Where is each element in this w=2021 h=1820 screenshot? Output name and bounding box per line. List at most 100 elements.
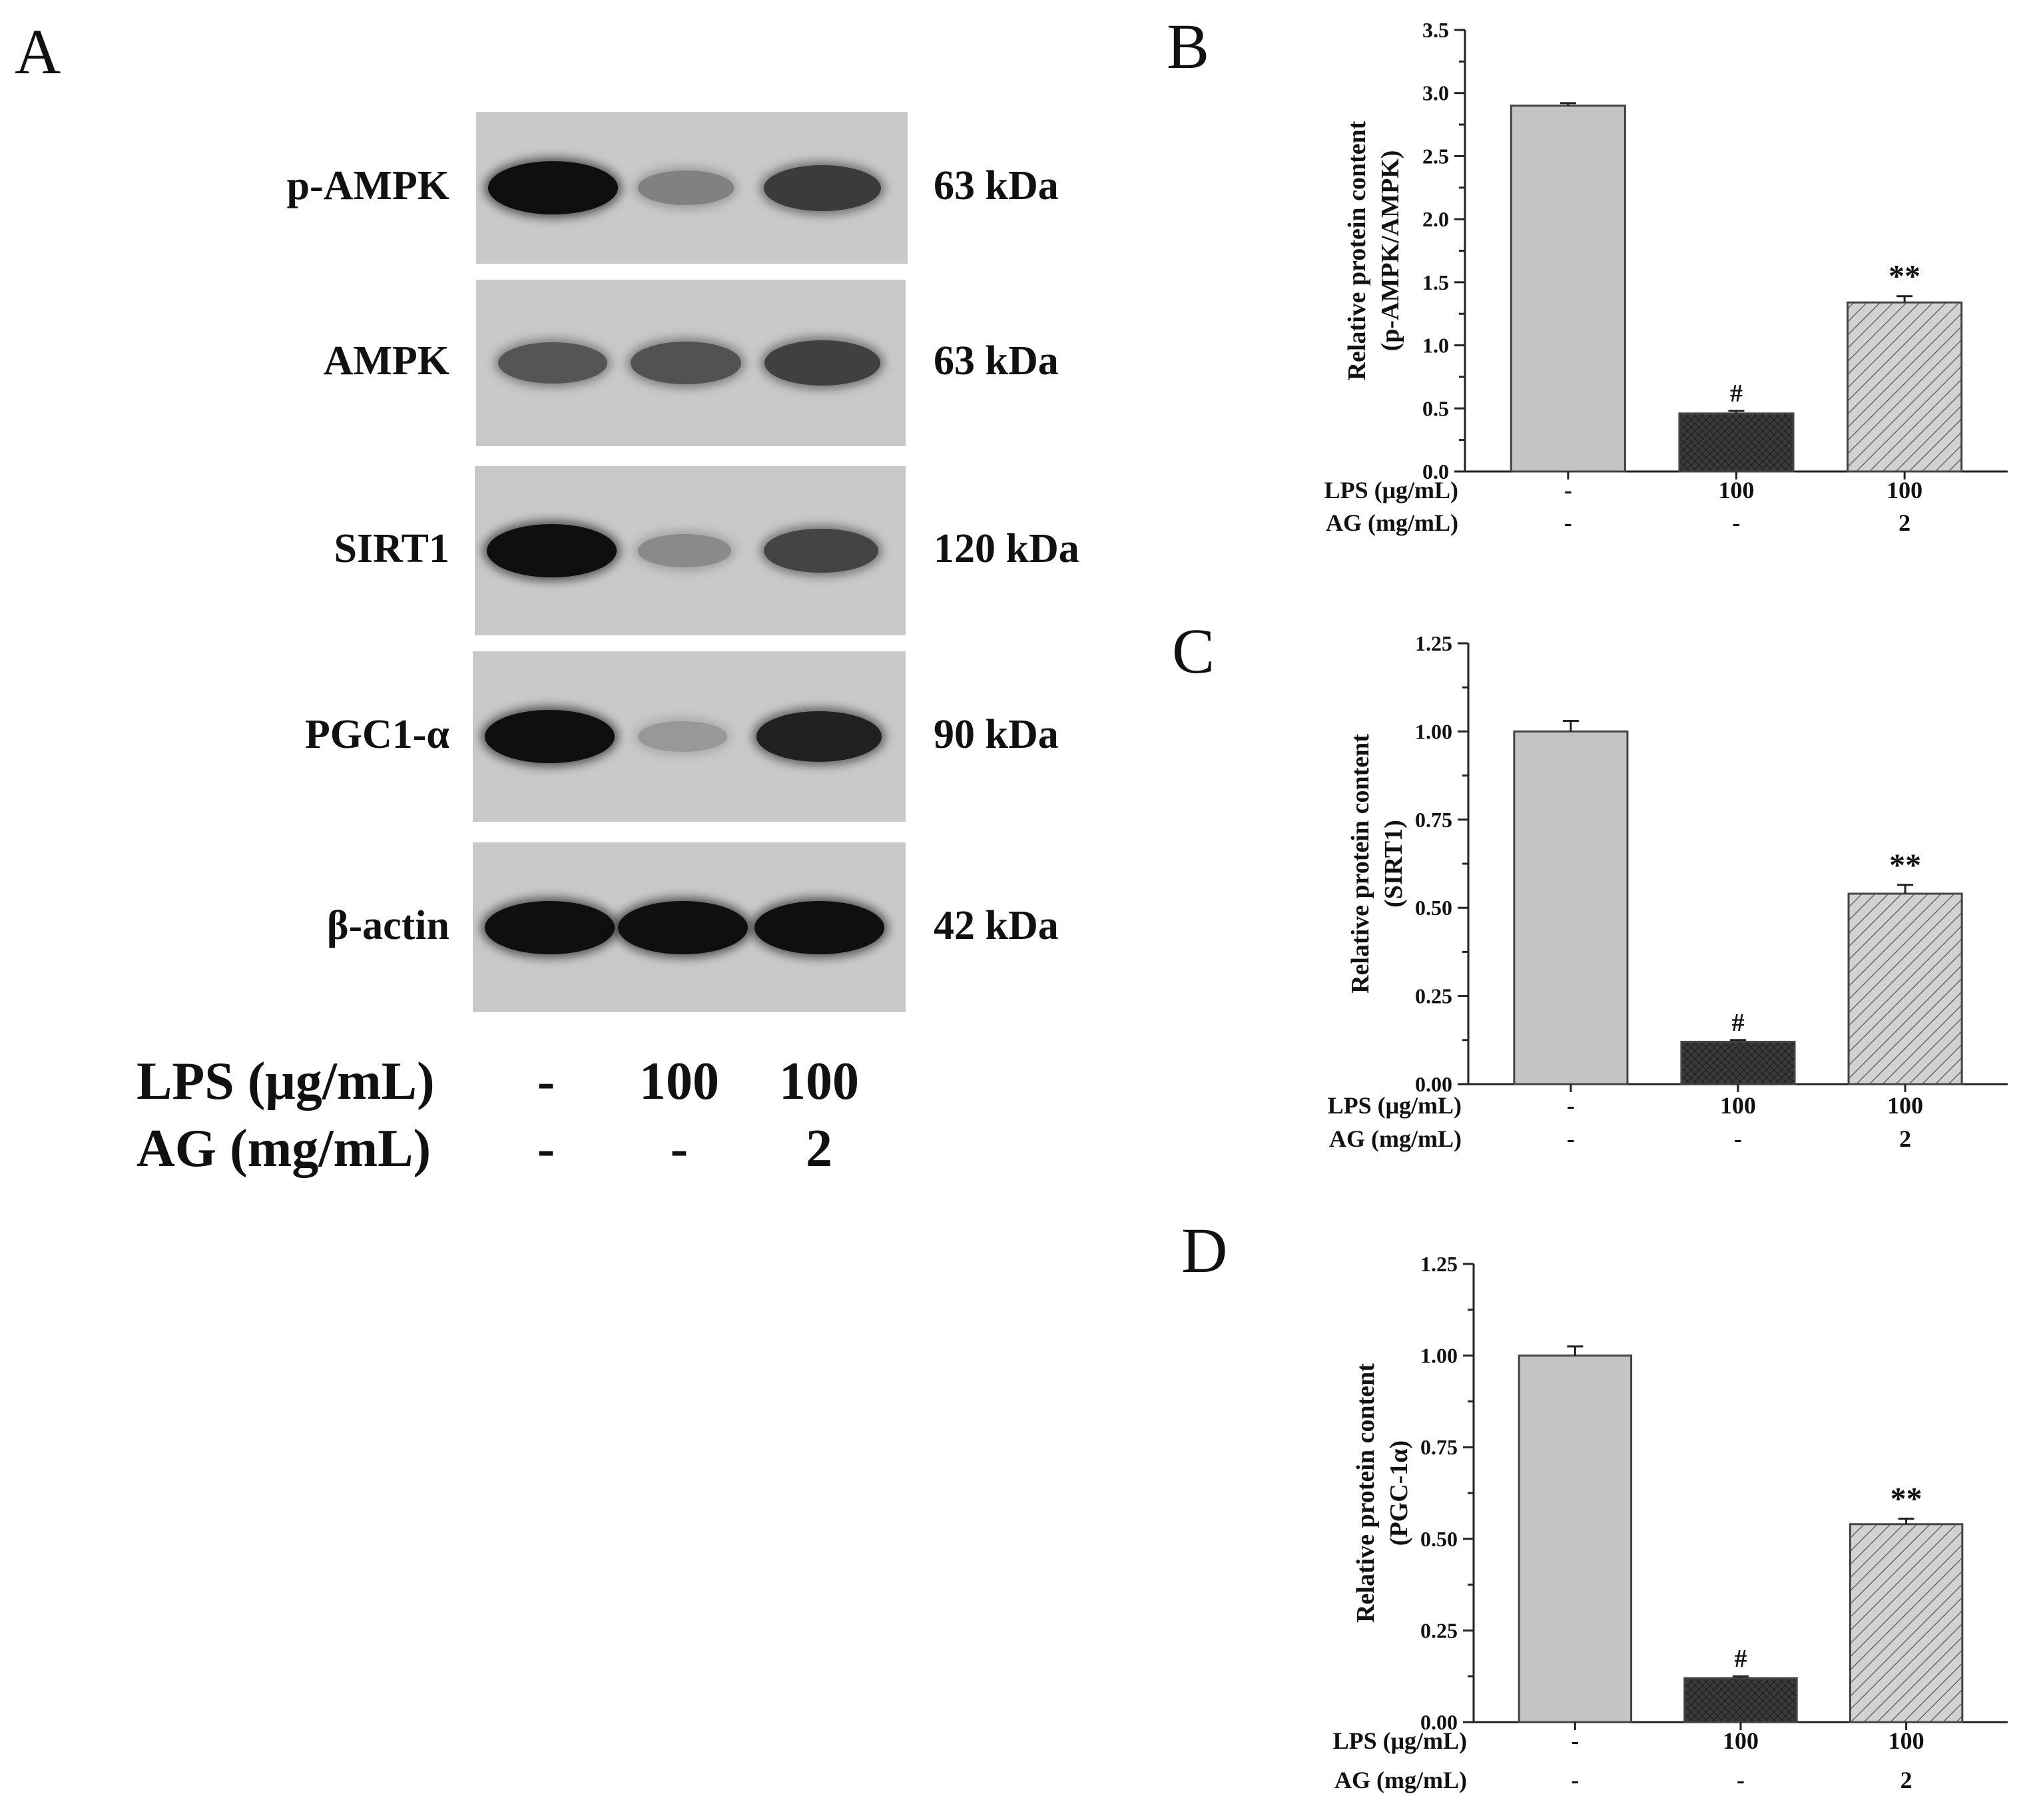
blot-band bbox=[764, 528, 878, 573]
blot-band bbox=[617, 900, 748, 954]
y-tick-label: 1.5 bbox=[1422, 270, 1449, 294]
y-tick-label: 0.75 bbox=[1420, 1435, 1458, 1459]
y-tick-label: 0.50 bbox=[1415, 896, 1452, 920]
panel-letter-d: D bbox=[1181, 1215, 1228, 1286]
y-tick-label: 0.5 bbox=[1422, 396, 1449, 420]
y-tick-label: 2.5 bbox=[1422, 144, 1449, 168]
chart-c-sirt1: 0.00 0.25 0.50 0.75 1.00 1.25 Relative protein… bbox=[1328, 631, 2008, 1152]
blot-kda-label: 42 kDa bbox=[934, 902, 1059, 948]
y-tick-label: 0.0 bbox=[1422, 459, 1449, 483]
blot-band bbox=[637, 721, 728, 752]
panel-letter-c: C bbox=[1172, 615, 1215, 687]
ag-row-value: - bbox=[1733, 509, 1741, 536]
blot-band bbox=[637, 170, 734, 205]
blot-band bbox=[637, 534, 732, 567]
significance-mark: # bbox=[1735, 1645, 1747, 1673]
significance-mark: # bbox=[1732, 1009, 1745, 1037]
wb-lps-label: LPS (μg/mL) bbox=[137, 1052, 435, 1111]
y-axis-label: Relative protein content bbox=[1343, 121, 1371, 380]
bar bbox=[1849, 1523, 1964, 1723]
y-tick-label: 0.00 bbox=[1420, 1710, 1458, 1734]
bar bbox=[1513, 730, 1629, 1085]
ag-row-label: AG (mg/mL) bbox=[1329, 1125, 1462, 1152]
ag-row-value: - bbox=[1737, 1767, 1745, 1793]
lps-row-label: LPS (μg/mL) bbox=[1328, 1092, 1462, 1119]
lps-row-label: LPS (μg/mL) bbox=[1324, 477, 1458, 503]
wb-ag-label: AG (mg/mL) bbox=[137, 1119, 432, 1178]
chart-b-p-ampk: 0.0 0.5 1.0 1.5 2.0 2.5 3.0 3.5 Relative protein… bbox=[1324, 18, 2008, 536]
blot-protein-label: PGC1-α bbox=[304, 712, 449, 757]
blot-band bbox=[764, 340, 880, 386]
lps-row-label: LPS (μg/mL) bbox=[1333, 1727, 1467, 1754]
blot-kda-label: 90 kDa bbox=[934, 712, 1059, 757]
wb-lps-value-2: 100 bbox=[639, 1052, 719, 1111]
blot-band bbox=[484, 900, 615, 954]
bar bbox=[1847, 301, 1963, 473]
lps-row-value: 100 bbox=[1723, 1727, 1759, 1754]
blot-kda-label: 63 kDa bbox=[934, 163, 1059, 208]
lps-row-value: 100 bbox=[1888, 1727, 1924, 1754]
wb-lps-value-3: 100 bbox=[779, 1052, 859, 1111]
blot-kda-label: 63 kDa bbox=[934, 338, 1059, 384]
wb-ag-value-2: - bbox=[670, 1119, 689, 1178]
ag-row-value: - bbox=[1564, 509, 1572, 536]
y-tick-label: 0.00 bbox=[1415, 1072, 1452, 1096]
blot-band bbox=[487, 161, 618, 214]
lps-row-value: 100 bbox=[1887, 1092, 1923, 1119]
bar bbox=[1678, 412, 1795, 473]
significance-mark: ** bbox=[1888, 259, 1920, 294]
y-tick-label: 1.00 bbox=[1415, 719, 1452, 743]
y-tick-label: 0.25 bbox=[1415, 984, 1452, 1008]
ag-row-value: - bbox=[1734, 1125, 1742, 1152]
y-axis-label-unit: (PGC-1α) bbox=[1385, 1440, 1413, 1546]
y-tick-label: 1.0 bbox=[1422, 334, 1449, 358]
y-tick-label: 3.5 bbox=[1422, 18, 1449, 42]
blot-kda-label: 120 kDa bbox=[934, 526, 1079, 571]
y-tick-label: 2.0 bbox=[1422, 207, 1449, 231]
blot-strip-3 bbox=[475, 466, 906, 635]
ag-row-value: - bbox=[1571, 1767, 1579, 1793]
ag-row-label: AG (mg/mL) bbox=[1326, 509, 1458, 536]
significance-mark: ** bbox=[1890, 1482, 1922, 1517]
y-tick-label: 1.25 bbox=[1420, 1252, 1458, 1276]
panel-letter-a: A bbox=[15, 16, 61, 87]
wb-ag-value-3: 2 bbox=[806, 1119, 832, 1178]
blot-band bbox=[484, 710, 615, 763]
panel-letter-b: B bbox=[1167, 11, 1210, 82]
y-axis-label-unit: (p-AMPK/AMPK) bbox=[1376, 151, 1404, 352]
y-tick-label: 3.0 bbox=[1422, 81, 1449, 105]
chart-d-pgc1a: 0.00 0.25 0.50 0.75 1.00 1.25 Relative protein… bbox=[1333, 1252, 2008, 1793]
blot-band bbox=[764, 164, 881, 211]
y-tick-label: 0.25 bbox=[1420, 1618, 1458, 1642]
blot-protein-label: p-AMPK bbox=[286, 163, 449, 208]
lps-row-value: - bbox=[1564, 477, 1572, 503]
blot-strip-4 bbox=[473, 651, 906, 822]
blot-band bbox=[631, 342, 741, 384]
y-tick-label: 0.75 bbox=[1415, 808, 1452, 832]
wb-lps-value-1: - bbox=[537, 1052, 555, 1111]
blot-band bbox=[486, 524, 617, 577]
bar bbox=[1510, 105, 1626, 473]
ag-row-value: - bbox=[1567, 1125, 1575, 1152]
lps-row-value: 100 bbox=[1720, 1092, 1756, 1119]
y-tick-label: 0.50 bbox=[1420, 1527, 1458, 1551]
blot-strip-2 bbox=[476, 280, 906, 446]
ag-row-value: 2 bbox=[1898, 509, 1910, 536]
blot-band bbox=[498, 342, 607, 384]
significance-mark: # bbox=[1730, 380, 1743, 408]
lps-row-value: 100 bbox=[1719, 477, 1755, 503]
lps-row-value: - bbox=[1571, 1727, 1579, 1754]
blot-protein-label: β-actin bbox=[326, 902, 449, 948]
y-tick-label: 1.00 bbox=[1420, 1344, 1458, 1368]
blot-protein-label: AMPK bbox=[323, 338, 449, 384]
y-axis-label: Relative protein content bbox=[1352, 1363, 1380, 1623]
ag-row-label: AG (mg/mL) bbox=[1334, 1767, 1467, 1793]
bar bbox=[1680, 1040, 1796, 1085]
ag-row-value: 2 bbox=[1899, 1125, 1911, 1152]
blot-strip-1 bbox=[476, 112, 908, 264]
blot-band bbox=[754, 900, 884, 954]
lps-row-value: 100 bbox=[1886, 477, 1922, 503]
y-axis-label-unit: (SIRT1) bbox=[1380, 820, 1408, 908]
y-tick-label: 1.25 bbox=[1415, 631, 1452, 655]
significance-mark: ** bbox=[1889, 848, 1921, 883]
